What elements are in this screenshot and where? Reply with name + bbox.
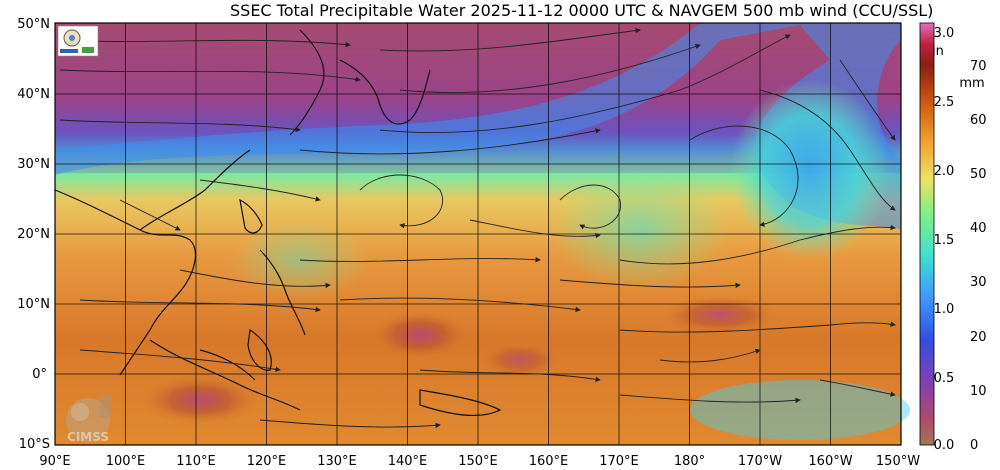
inch-tick-1-5: 1.5 (934, 233, 955, 248)
mm-tick-0: 0 (970, 438, 978, 453)
lon-label-90e: 90°E (39, 454, 70, 469)
lat-label-30n: 30°N (17, 157, 50, 172)
south-dry-tongue (690, 380, 910, 440)
mm-tick-40: 40 (970, 221, 987, 236)
lat-label-10n: 10°N (17, 297, 50, 312)
lon-label-110e: 110°E (176, 454, 216, 469)
wet-spot (370, 310, 470, 360)
mm-tick-70: 70 (970, 59, 987, 74)
lon-label-120e: 120°E (247, 454, 287, 469)
lon-label-100e: 100°E (106, 454, 146, 469)
mm-tick-20: 20 (970, 330, 987, 345)
inch-tick-3-0: 3.0 (934, 26, 955, 41)
inch-tick-2-0: 2.0 (934, 164, 955, 179)
mm-tick-50: 50 (970, 167, 987, 182)
lon-label-160w: 160°W (808, 454, 852, 469)
wet-spot (140, 375, 260, 425)
lon-label-160e: 160°E (529, 454, 569, 469)
colorbar-gradient (919, 22, 935, 446)
lat-label-50n: 50°N (17, 17, 50, 32)
lon-label-150e: 150°E (458, 454, 498, 469)
coastlines (54, 29, 502, 417)
wet-spot (660, 295, 780, 335)
lon-label-170e: 170°E (599, 454, 639, 469)
cimss-logo: CIMSS (66, 395, 112, 444)
colorbar: in mm 0.0 0.5 1.0 1.5 2.0 2.5 3.0 0 10 2… (919, 22, 987, 453)
lon-label-180: 180° (674, 454, 705, 469)
colorbar-mm-unit: mm (959, 76, 984, 91)
wet-spot (480, 342, 560, 378)
lat-label-40n: 40°N (17, 87, 50, 102)
cimss-logo-text: CIMSS (67, 430, 109, 444)
map-frame (54, 22, 902, 446)
dry-swirl (730, 80, 890, 260)
lat-label-20n: 20°N (17, 227, 50, 242)
lat-label-equator: 0° (32, 367, 47, 382)
mm-tick-60: 60 (970, 113, 987, 128)
inch-tick-0-5: 0.5 (934, 371, 955, 386)
lon-label-140e: 140°E (388, 454, 428, 469)
longitude-labels: 90°E 100°E 110°E 120°E 130°E 140°E 150°E… (39, 454, 920, 469)
mm-tick-30: 30 (970, 275, 987, 290)
wind-streamlines (59, 27, 896, 429)
inch-tick-1-0: 1.0 (934, 302, 955, 317)
lat-label-10s: 10°S (19, 437, 50, 452)
inch-tick-2-5: 2.5 (934, 95, 955, 110)
map-title: SSEC Total Precipitable Water 2025-11-12… (230, 1, 934, 20)
ssec-logo (57, 25, 99, 57)
lon-label-150w: 150°W (876, 454, 920, 469)
colorbar-inch-unit: in (932, 44, 944, 59)
graticule (55, 23, 901, 445)
inch-tick-0-0: 0.0 (934, 438, 955, 453)
mm-tick-10: 10 (970, 384, 987, 399)
latitude-labels: 50°N 40°N 30°N 20°N 10°N 0° 10°S (17, 17, 50, 452)
moist-green-zone (550, 170, 730, 290)
lon-label-170w: 170°W (738, 454, 782, 469)
lon-label-130e: 130°E (317, 454, 357, 469)
